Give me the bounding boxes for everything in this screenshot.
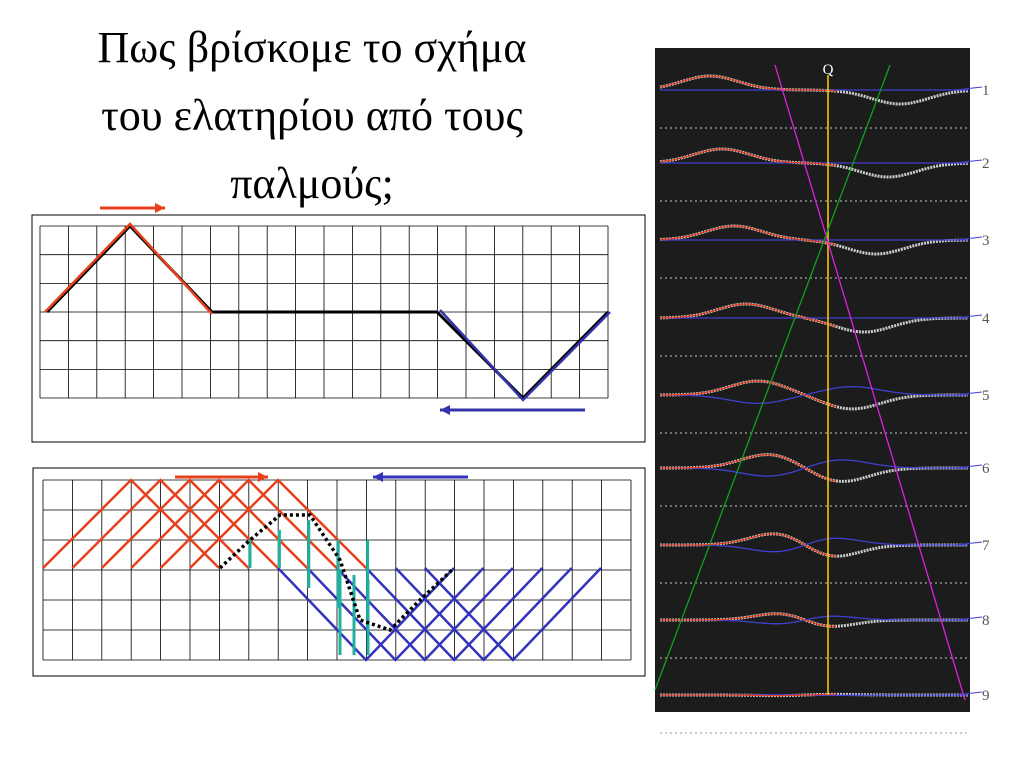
stroke-line	[660, 459, 968, 477]
row-label: 1	[982, 83, 990, 99]
leader	[954, 616, 983, 621]
title-line: του ελατηρίου από τους	[101, 91, 523, 140]
stroke-line	[659, 148, 837, 167]
stroke-line	[439, 309, 611, 402]
row-label: 6	[982, 461, 990, 477]
arrow-head	[258, 472, 268, 482]
stroke-line	[660, 533, 837, 557]
stroke-line	[189, 478, 367, 569]
leader	[954, 86, 983, 91]
stroke-line	[218, 513, 454, 633]
bottom-panel	[32, 467, 646, 677]
row-label: 4	[982, 311, 990, 327]
row-label: 8	[982, 613, 990, 629]
row-label: 7	[982, 538, 990, 554]
bottom-grid	[42, 478, 632, 662]
stroke-line	[365, 567, 544, 662]
arrow-head	[155, 203, 165, 213]
arrow-head	[440, 405, 450, 415]
stroke-line	[45, 223, 437, 314]
leader	[954, 541, 983, 546]
stroke-line	[659, 303, 837, 328]
leader	[954, 314, 983, 319]
stroke-line	[659, 75, 837, 92]
photo-overlay: 1 2 3 4 5 6 7 8 9 Q	[654, 62, 990, 734]
row-label: 9	[982, 688, 990, 704]
stroke-line	[660, 537, 968, 553]
guide-line	[654, 64, 891, 691]
stroke-line	[44, 222, 213, 315]
stroke-line	[159, 478, 338, 569]
stroke-line	[660, 693, 836, 697]
stroke-line	[659, 225, 837, 246]
arrow-head	[373, 472, 383, 482]
title-line: Πως βρίσκομε το σχήμα	[98, 23, 527, 72]
leader	[954, 691, 983, 696]
leader	[954, 236, 983, 241]
leader	[954, 464, 983, 469]
stroke-line	[660, 453, 837, 482]
stroke-line	[130, 478, 309, 569]
photo	[655, 48, 970, 712]
title-line: παλμούς;	[230, 159, 394, 208]
leader	[954, 159, 983, 164]
stroke-line	[660, 385, 968, 405]
stroke-line	[394, 567, 573, 662]
stroke-line	[435, 310, 610, 401]
stroke-line	[100, 478, 279, 569]
row-label: 5	[982, 388, 990, 404]
stroke-line	[660, 613, 836, 627]
row-label: 3	[982, 233, 990, 249]
row-label: 2	[982, 156, 990, 172]
marker-label: Q	[823, 62, 834, 78]
guide-line	[774, 64, 966, 701]
stroke-line	[335, 567, 514, 662]
top-grid	[39, 222, 611, 402]
stroke-line	[659, 380, 837, 408]
top-panel	[31, 214, 646, 443]
stroke-line	[424, 567, 602, 662]
leader	[954, 391, 983, 396]
